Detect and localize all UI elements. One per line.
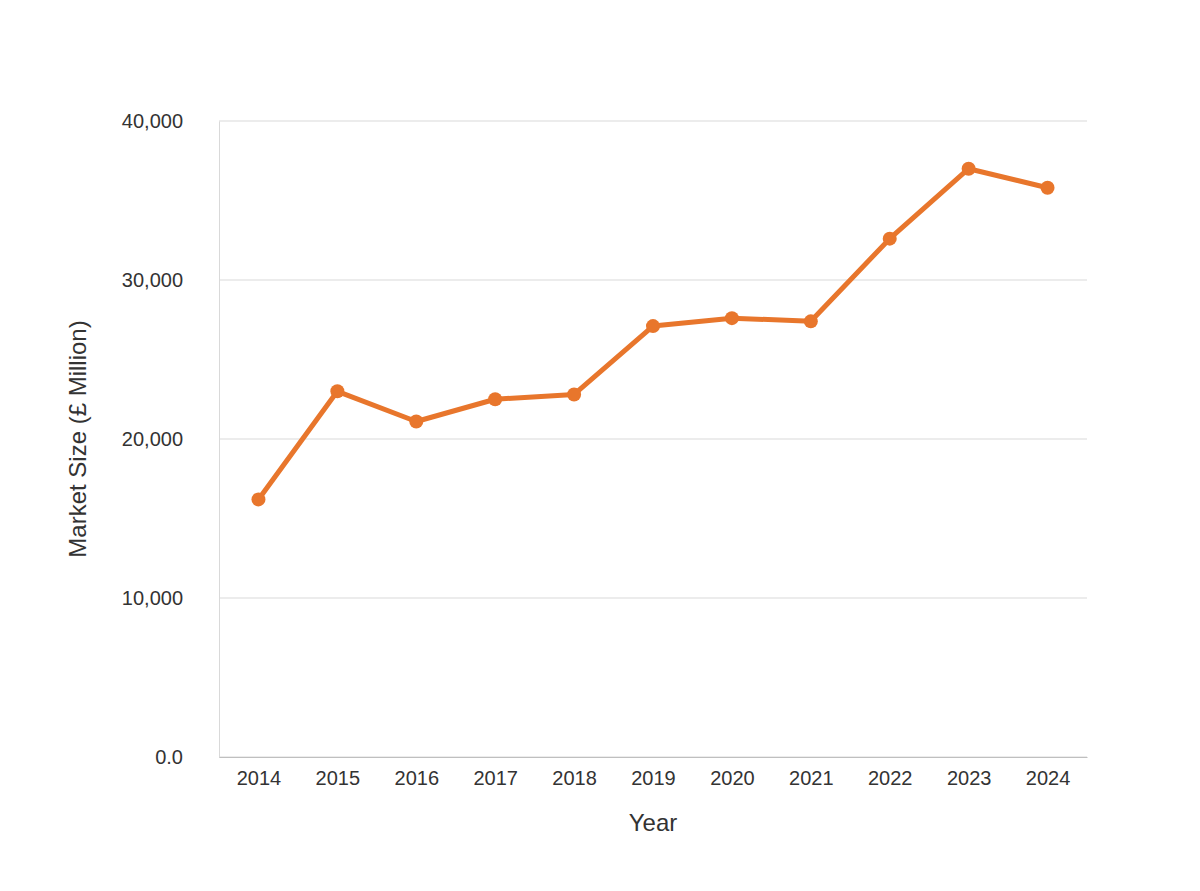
grid-line — [219, 280, 1087, 281]
x-tick-label: 2015 — [316, 767, 361, 789]
x-axis: 2014 2015 2016 2017 2018 2019 2020 2021 2022 2023… — [220, 757, 1088, 789]
y-tick-label: 30,000 — [122, 269, 183, 291]
grid-line — [219, 121, 1087, 122]
x-tick-label: 2019 — [631, 767, 676, 789]
point — [251, 492, 265, 506]
y-axis-title: Market Size (£ Million) — [64, 320, 91, 557]
chart: 0.010,00020,00030,00040,0002014201520162… — [0, 0, 1200, 891]
grid-line — [219, 757, 1087, 758]
y-tick: 40,000 — [122, 110, 219, 132]
point — [330, 384, 344, 398]
y-tick-label: 10,000 — [122, 587, 183, 609]
point — [567, 387, 581, 401]
x-tick: 2017 — [473, 757, 518, 789]
x-tick-label: 2017 — [473, 767, 518, 789]
grid-line — [219, 598, 1087, 599]
point — [804, 314, 818, 328]
y-axis: 0.0 10,000 20,000 30,000 40,000 — [122, 110, 220, 768]
x-tick: 2024 — [1026, 757, 1071, 789]
point — [409, 415, 423, 429]
x-tick-label: 2018 — [552, 767, 597, 789]
x-tick-label: 2023 — [947, 767, 992, 789]
y-tick: 30,000 — [122, 269, 219, 291]
x-tick: 2016 — [395, 757, 440, 789]
point — [646, 319, 660, 333]
x-tick-label: 2016 — [395, 767, 440, 789]
x-tick-label: 2020 — [710, 767, 755, 789]
series — [251, 162, 1054, 507]
plot-area: 0.010,00020,00030,00040,0002014201520162… — [122, 110, 1088, 789]
point — [1041, 181, 1055, 195]
grid-line — [219, 439, 1087, 440]
x-tick: 2022 — [868, 757, 913, 789]
y-tick-label: 0.0 — [155, 746, 183, 768]
y-tick-label: 40,000 — [122, 110, 183, 132]
x-tick: 2015 — [316, 757, 361, 789]
x-tick-label: 2024 — [1026, 767, 1071, 789]
y-tick: 0.0 — [155, 746, 219, 768]
y-axis-line — [219, 122, 220, 758]
x-tick: 2019 — [631, 757, 676, 789]
y-tick: 20,000 — [122, 428, 219, 450]
x-axis-line — [220, 757, 1088, 758]
x-tick: 2018 — [552, 757, 597, 789]
point — [883, 232, 897, 246]
point — [725, 311, 739, 325]
line — [258, 169, 1047, 500]
x-tick-label: 2014 — [237, 767, 281, 789]
x-tick: 2021 — [789, 757, 834, 789]
point — [962, 162, 976, 176]
grid — [219, 121, 1087, 757]
y-tick: 10,000 — [122, 587, 219, 609]
x-tick: 2023 — [947, 757, 992, 789]
y-tick-label: 20,000 — [122, 428, 183, 450]
point — [488, 392, 502, 406]
x-tick: 2014 — [237, 757, 281, 789]
x-tick: 2020 — [710, 757, 755, 789]
x-axis-title: Year — [629, 809, 678, 836]
x-tick-label: 2021 — [789, 767, 834, 789]
x-tick-label: 2022 — [868, 767, 913, 789]
